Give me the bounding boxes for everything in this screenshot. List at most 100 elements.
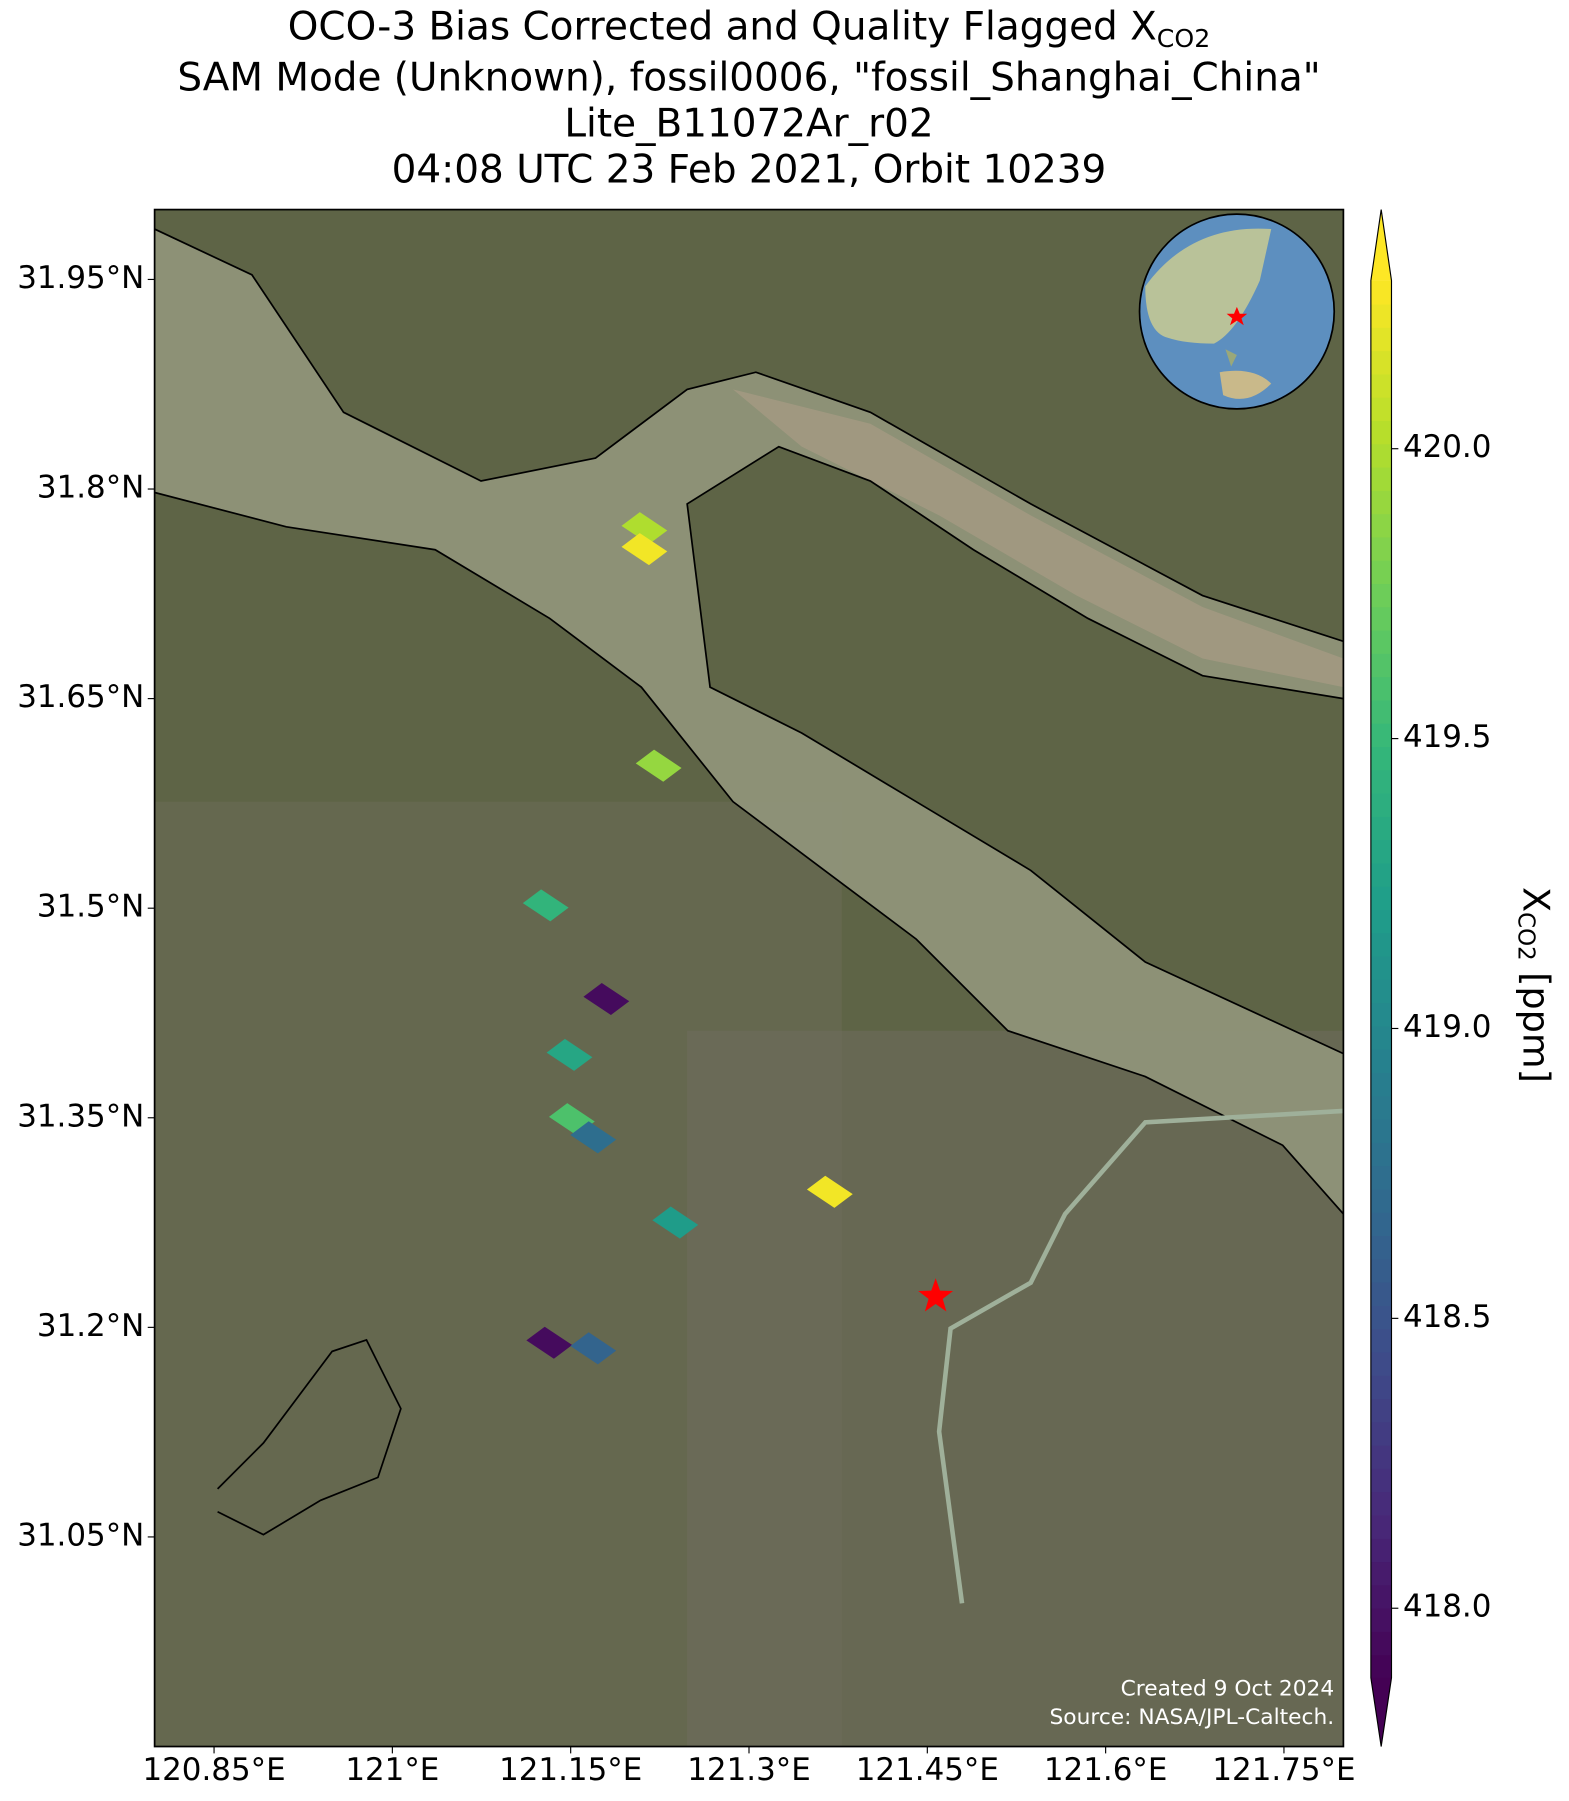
- footprint: [652, 1206, 699, 1239]
- footprint: [522, 889, 569, 922]
- colorbar-segment: [1370, 746, 1392, 771]
- y-tick-label: 31.65°N: [17, 679, 144, 715]
- colorbar-segment: [1370, 373, 1392, 398]
- colorbar-segment: [1370, 1468, 1392, 1493]
- colorbar-segment: [1370, 1095, 1392, 1120]
- colorbar-segment: [1370, 513, 1392, 538]
- colorbar-segment: [1370, 1491, 1392, 1516]
- colorbar-tick-label: 418.0: [1403, 1589, 1491, 1625]
- satellite-basemap: [154, 209, 1344, 1747]
- colorbar-label: XCO2 [ppm]: [1513, 887, 1558, 1083]
- colorbar-segment: [1370, 1212, 1392, 1237]
- chart-subtitle: Lite_B11072Ar_r02: [564, 101, 933, 146]
- y-tick-label: 31.2°N: [37, 1308, 144, 1344]
- footprint: [546, 1038, 593, 1071]
- colorbar-segment: [1370, 1607, 1392, 1632]
- colorbar-segment: [1370, 327, 1392, 352]
- colorbar-segment: [1370, 979, 1392, 1004]
- x-tick-label: 120.85°E: [142, 1752, 285, 1788]
- colorbar-segment: [1370, 420, 1392, 445]
- credit: Source: NASA/JPL-Caltech.: [1049, 1705, 1334, 1730]
- title-line: OCO-3 Bias Corrected and Quality Flagged…: [288, 4, 1157, 49]
- colorbar-segment: [1370, 606, 1392, 631]
- colorbar-segment: [1370, 1165, 1392, 1190]
- colorbar-segment: [1370, 1328, 1392, 1353]
- chart-title: OCO-3 Bias Corrected and Quality Flagged…: [288, 4, 1210, 53]
- colorbar-segment: [1370, 1258, 1392, 1283]
- y-tick-label: 31.95°N: [17, 260, 144, 296]
- colorbar-segment: [1370, 1421, 1392, 1446]
- colorbar-segment: [1370, 1002, 1392, 1027]
- footprint: [570, 1332, 617, 1365]
- footprint: [570, 1121, 617, 1154]
- colorbar-tick-label: 420.0: [1403, 429, 1491, 465]
- colorbar-segment: [1370, 955, 1392, 980]
- colorbar-segment: [1370, 1142, 1392, 1167]
- colorbar-segment: [1370, 723, 1392, 748]
- colorbar-segment: [1370, 490, 1392, 515]
- colorbar-segment: [1370, 1631, 1392, 1656]
- label-unit: [ppm]: [1515, 972, 1558, 1083]
- colorbar-segment: [1370, 676, 1392, 701]
- colorbar-segment: [1370, 1375, 1392, 1400]
- colorbar-extend: [1370, 209, 1392, 281]
- colorbar-segment: [1370, 1538, 1392, 1563]
- colorbar-segment: [1370, 1561, 1392, 1586]
- colorbar-segment: [1370, 1118, 1392, 1143]
- y-tick-label: 31.5°N: [37, 889, 144, 925]
- chart-subtitle: SAM Mode (Unknown), fossil0006, "fossil_…: [177, 56, 1320, 101]
- colorbar-segment: [1370, 653, 1392, 678]
- colorbar-segment: [1370, 886, 1392, 911]
- colorbar-segment: [1370, 1514, 1392, 1539]
- colorbar-segment: [1370, 583, 1392, 608]
- x-tick-label: 121.45°E: [856, 1752, 999, 1788]
- colorbar-segment: [1370, 909, 1392, 934]
- label-main: X: [1515, 887, 1558, 912]
- colorbar-segment: [1370, 839, 1392, 864]
- footprint: [526, 1326, 573, 1359]
- colorbar-extend: [1370, 1677, 1392, 1747]
- colorbar-segment: [1370, 536, 1392, 561]
- footprint: [621, 512, 668, 545]
- colorbar-segment: [1370, 280, 1392, 305]
- colorbar-segment: [1370, 303, 1392, 328]
- colorbar-segment: [1370, 792, 1392, 817]
- colorbar-segment: [1370, 350, 1392, 375]
- colorbar-segment: [1370, 1235, 1392, 1260]
- colorbar-tick-label: 418.5: [1403, 1299, 1491, 1335]
- colorbar-segment: [1370, 699, 1392, 724]
- colorbar-segment: [1370, 769, 1392, 794]
- y-tick-label: 31.8°N: [37, 470, 144, 506]
- chart-subtitle: 04:08 UTC 23 Feb 2021, Orbit 10239: [392, 147, 1107, 192]
- footprint: [621, 533, 668, 566]
- colorbar-tick-label: 419.0: [1403, 1009, 1491, 1045]
- colorbar-segment: [1370, 1281, 1392, 1306]
- colorbar-segment: [1370, 1444, 1392, 1469]
- colorbar-segment: [1370, 629, 1392, 654]
- colorbar-segment: [1370, 1398, 1392, 1423]
- credit: Created 9 Oct 2024: [1121, 1676, 1335, 1701]
- colorbar-segment: [1370, 1584, 1392, 1609]
- footprint: [635, 749, 682, 782]
- colorbar-segment: [1370, 397, 1392, 421]
- footprint: [583, 982, 630, 1016]
- colorbar-segment: [1370, 932, 1392, 957]
- x-tick-label: 121°E: [345, 1752, 439, 1788]
- colorbar-segment: [1370, 1351, 1392, 1376]
- colorbar-segment: [1370, 1049, 1392, 1074]
- y-tick-label: 31.35°N: [17, 1098, 144, 1134]
- colorbar-segment: [1370, 862, 1392, 887]
- title-subscript: CO2: [1157, 24, 1210, 53]
- footprint: [806, 1175, 853, 1208]
- colorbar-segment: [1370, 443, 1392, 468]
- y-tick-label: 31.05°N: [17, 1517, 144, 1553]
- colorbar-segment: [1370, 466, 1392, 491]
- x-tick-label: 121.15°E: [499, 1752, 642, 1788]
- colorbar-segment: [1370, 816, 1392, 841]
- x-tick-label: 121.6°E: [1044, 1752, 1167, 1788]
- x-tick-label: 121.75°E: [1212, 1752, 1355, 1788]
- colorbar-tick-label: 419.5: [1403, 719, 1491, 755]
- colorbar-segment: [1370, 1072, 1392, 1097]
- colorbar-segment: [1370, 1025, 1392, 1050]
